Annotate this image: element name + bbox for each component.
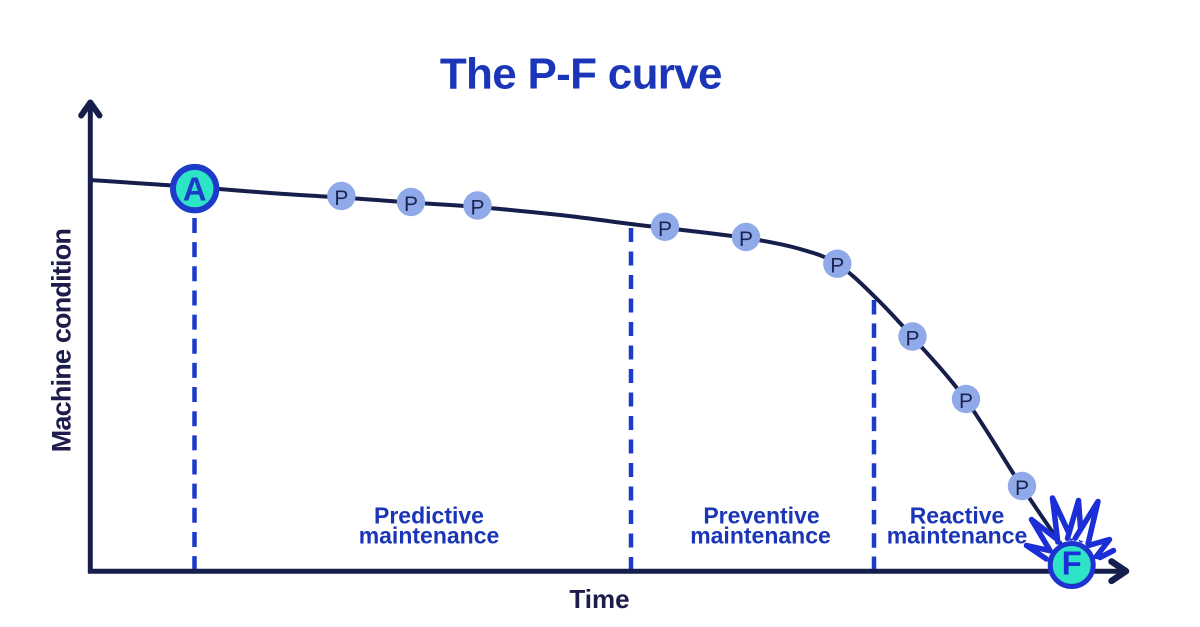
svg-text:F: F xyxy=(1062,545,1082,582)
svg-text:Reactive: Reactive xyxy=(910,503,1005,529)
svg-text:P: P xyxy=(830,255,844,278)
svg-text:maintenance: maintenance xyxy=(887,523,1028,549)
svg-text:Preventive: Preventive xyxy=(703,503,819,529)
svg-text:P: P xyxy=(905,328,919,351)
svg-text:Machine condition: Machine condition xyxy=(47,229,77,452)
svg-text:P: P xyxy=(959,390,973,413)
svg-text:Predictive: Predictive xyxy=(374,503,484,529)
svg-text:Time: Time xyxy=(569,584,629,614)
svg-text:The P-F curve: The P-F curve xyxy=(440,50,722,99)
svg-text:A: A xyxy=(183,171,207,208)
svg-text:P: P xyxy=(470,197,484,220)
svg-text:P: P xyxy=(1015,477,1029,500)
svg-text:maintenance: maintenance xyxy=(359,523,500,549)
svg-text:maintenance: maintenance xyxy=(690,523,831,549)
svg-text:P: P xyxy=(334,187,348,210)
svg-text:P: P xyxy=(658,218,672,241)
svg-text:P: P xyxy=(739,228,753,251)
svg-text:P: P xyxy=(404,193,418,216)
